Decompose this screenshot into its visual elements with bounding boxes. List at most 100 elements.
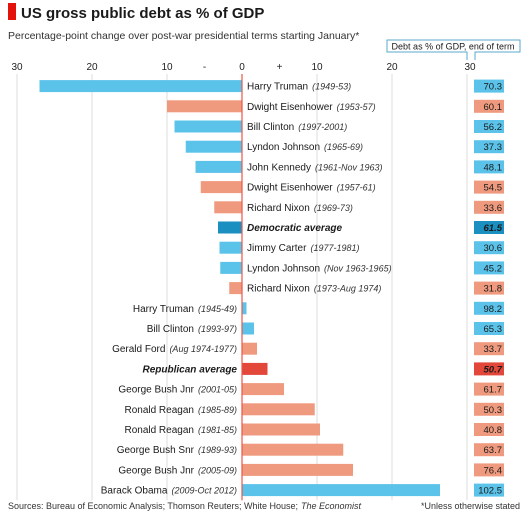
president-name: Ronald Reagan xyxy=(124,405,194,416)
chart-row: Dwight Eisenhower (1957-61) 54.5 xyxy=(200,180,504,194)
debt-value: 50.3 xyxy=(484,405,503,416)
x-tick-label: 10 xyxy=(311,62,323,73)
debt-value-box xyxy=(474,140,504,154)
x-tick-label: 0 xyxy=(239,62,245,73)
president-name: Dwight Eisenhower xyxy=(247,183,333,194)
term-years: (1961-Nov 1963) xyxy=(315,162,383,172)
term-years: (1985-89) xyxy=(198,405,237,415)
bar xyxy=(39,80,242,93)
bar xyxy=(242,484,440,497)
debt-value-box xyxy=(474,281,504,295)
chart-row: Harry Truman (1949-53) 70.3 xyxy=(39,79,504,93)
bar xyxy=(242,342,257,355)
red-accent-tag xyxy=(8,3,16,20)
debt-value-box xyxy=(474,200,504,214)
debt-value: 33.6 xyxy=(484,203,503,214)
president-name: George Bush Jnr xyxy=(118,385,194,396)
bar xyxy=(229,282,242,295)
term-years: (1997-2001) xyxy=(298,122,347,132)
president-name: Harry Truman xyxy=(133,304,194,315)
president-name: George Bush Snr xyxy=(117,445,195,456)
debt-value-box xyxy=(474,322,504,335)
debt-value: 102.5 xyxy=(478,486,502,497)
row-label: Bill Clinton (1993-97) xyxy=(147,324,237,335)
row-label: Dwight Eisenhower (1957-61) xyxy=(247,183,376,194)
chart-row: Dwight Eisenhower (1953-57) 60.1 xyxy=(167,99,504,113)
debt-value: 61.5 xyxy=(484,223,503,234)
bar xyxy=(242,383,284,396)
term-years: (1969-73) xyxy=(314,203,353,213)
x-tick-label: 30 xyxy=(464,62,476,73)
president-name: Barack Obama xyxy=(101,486,168,497)
term-years: (1949-53) xyxy=(312,82,351,92)
row-label: Harry Truman (1949-53) xyxy=(247,82,351,93)
term-years: (2005-09) xyxy=(198,465,237,475)
president-name: Jimmy Carter xyxy=(247,243,307,254)
term-years: (1981-85) xyxy=(198,425,237,435)
debt-value-box xyxy=(474,483,504,497)
debt-value: 76.4 xyxy=(484,465,503,476)
debt-value: 30.6 xyxy=(484,243,503,254)
x-tick-label: 20 xyxy=(86,62,98,73)
sources-note: Sources: Bureau of Economic Analysis; Th… xyxy=(8,501,361,511)
bar xyxy=(220,261,242,274)
debt-value: 48.1 xyxy=(484,162,503,173)
bar xyxy=(242,423,320,436)
chart-row: Democratic average 61.5 xyxy=(218,221,504,234)
debt-header-label: Debt as % of GDP, end of term xyxy=(392,42,515,52)
chart-row: Richard Nixon (1973-Aug 1974) 31.8 xyxy=(229,281,504,295)
debt-value-box xyxy=(474,261,504,275)
debt-column-header: Debt as % of GDP, end of term xyxy=(386,39,521,60)
chart-row: Republican average 50.7 xyxy=(143,362,504,376)
term-years: (1945-49) xyxy=(198,304,237,314)
gridlines xyxy=(16,74,468,501)
row-label: George Bush Jnr (2001-05) xyxy=(118,385,237,396)
row-label: Lyndon Johnson (1965-69) xyxy=(247,142,363,153)
president-name: Harry Truman xyxy=(247,82,308,93)
debt-value-box xyxy=(474,99,504,113)
debt-value: 37.3 xyxy=(484,142,503,153)
bar xyxy=(242,443,344,456)
row-label: Harry Truman (1945-49) xyxy=(133,304,237,315)
row-label: Ronald Reagan (1981-85) xyxy=(124,425,237,436)
term-years: (Nov 1963-1965) xyxy=(324,263,392,273)
chart-row: George Bush Jnr (2005-09) 76.4 xyxy=(118,463,504,477)
x-tick-label: 30 xyxy=(11,62,23,73)
chart-row: Ronald Reagan (1981-85) 40.8 xyxy=(124,423,504,436)
row-label: Jimmy Carter (1977-1981) xyxy=(247,243,360,254)
chart-row: Lyndon Johnson (Nov 1963-1965) 45.2 xyxy=(220,261,504,275)
president-name: Bill Clinton xyxy=(247,122,294,133)
term-years: (1953-57) xyxy=(337,102,376,112)
row-label: Barack Obama (2009-Oct 2012) xyxy=(101,486,237,497)
bar xyxy=(167,100,242,113)
bar xyxy=(242,463,353,476)
bar xyxy=(242,302,247,315)
row-label: George Bush Jnr (2005-09) xyxy=(118,465,237,476)
debt-value: 56.2 xyxy=(484,122,503,133)
chart-row: George Bush Snr (1989-93) 63.7 xyxy=(117,443,504,457)
bar xyxy=(242,403,315,416)
row-label: Democratic average xyxy=(247,223,342,234)
chart-row: Ronald Reagan (1985-89) 50.3 xyxy=(124,402,504,416)
bar xyxy=(174,120,242,133)
debt-value: 70.3 xyxy=(484,82,503,93)
debt-value: 60.1 xyxy=(484,102,503,113)
row-label: Gerald Ford (Aug 1974-1977) xyxy=(112,344,237,355)
row-label: Republican average xyxy=(143,364,238,375)
bar xyxy=(242,322,254,335)
debt-value: 33.7 xyxy=(484,344,503,355)
debt-value-box xyxy=(474,79,504,93)
debt-value-box xyxy=(474,423,504,436)
bar xyxy=(200,181,242,194)
president-name: John Kennedy xyxy=(247,162,311,173)
president-name: Bill Clinton xyxy=(147,324,194,335)
bar xyxy=(195,160,242,173)
term-years: (2009-Oct 2012) xyxy=(171,486,237,496)
debt-value: 54.5 xyxy=(484,183,503,194)
president-name: Richard Nixon xyxy=(247,203,310,214)
chart-row: John Kennedy (1961-Nov 1963) 48.1 xyxy=(195,160,504,174)
chart-subtitle: Percentage-point change over post-war pr… xyxy=(8,30,359,42)
debt-value: 40.8 xyxy=(484,425,503,436)
row-label: Richard Nixon (1973-Aug 1974) xyxy=(247,284,381,295)
